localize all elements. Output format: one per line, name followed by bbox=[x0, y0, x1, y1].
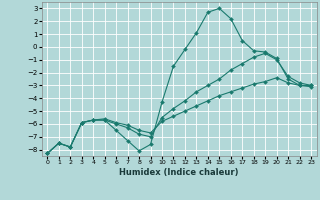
X-axis label: Humidex (Indice chaleur): Humidex (Indice chaleur) bbox=[119, 168, 239, 177]
